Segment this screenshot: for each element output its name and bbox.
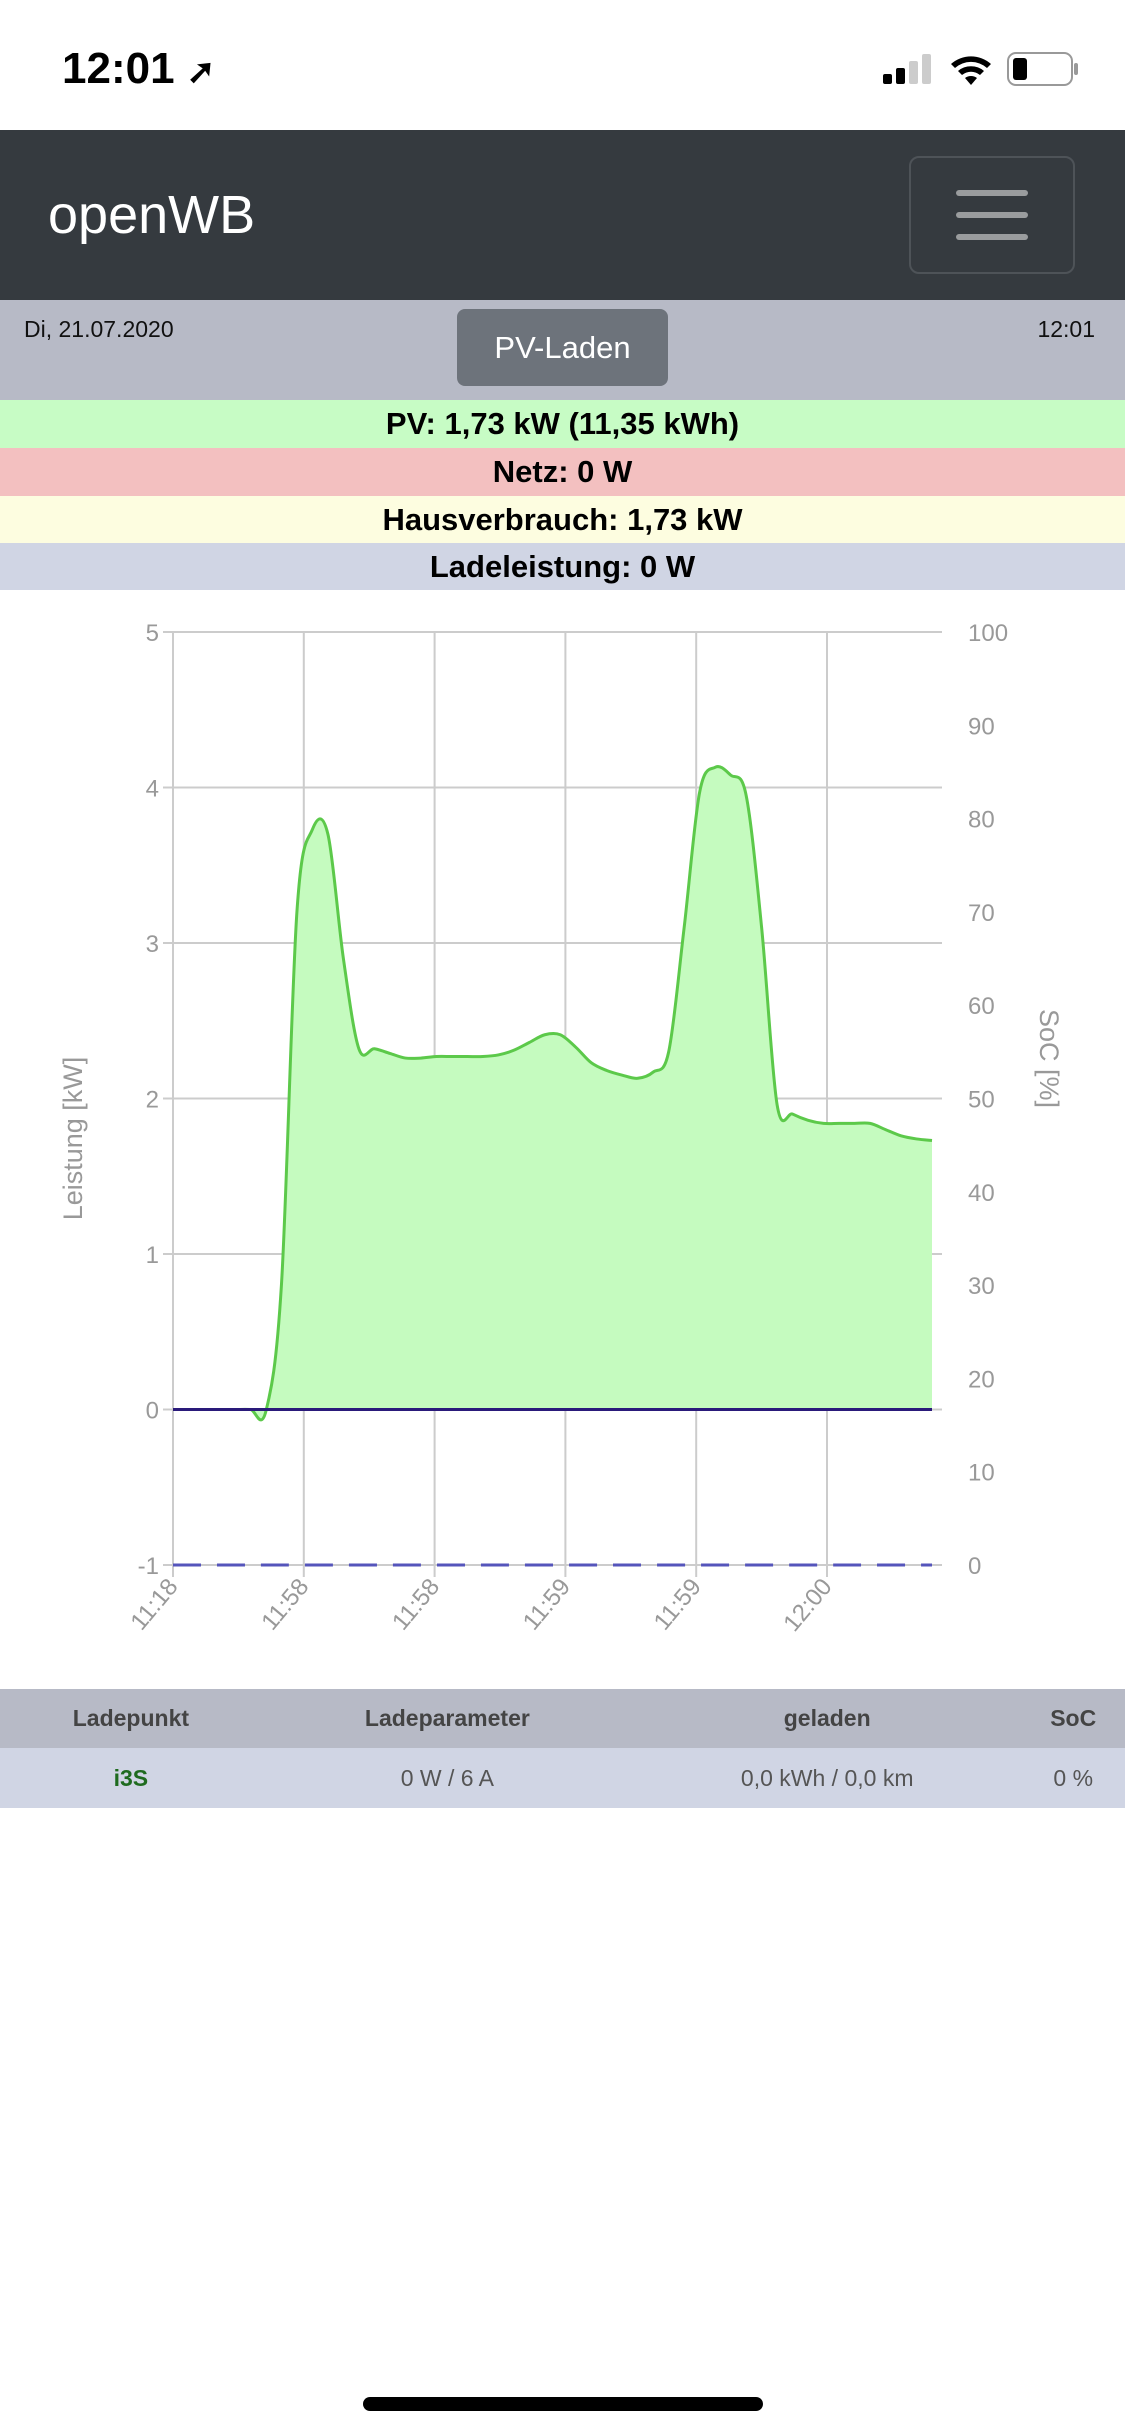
navbar: openWB: [0, 130, 1125, 300]
wifi-icon: [951, 56, 991, 85]
status-time: 12:01 ➚: [62, 44, 216, 93]
status-bar: 12:01 ➚: [0, 0, 1125, 130]
y2-tick-label: 20: [968, 1366, 995, 1393]
y2-tick-label: 30: [968, 1273, 995, 1300]
charge-point-table: Ladepunkt Ladeparameter geladen SoC i3S …: [0, 1689, 1125, 1808]
x-tick-label: 11:59: [649, 1574, 707, 1636]
y2-tick-label: 50: [968, 1087, 995, 1114]
battery-icon: [1007, 52, 1078, 86]
y2-tick-label: 80: [968, 807, 995, 834]
y-axis-label: Leistung [kW]: [58, 1057, 88, 1221]
x-tick-label: 11:58: [387, 1574, 445, 1636]
y-tick-label: 0: [146, 1398, 159, 1425]
hamburger-icon: [956, 190, 1028, 196]
col-soc: SoC: [1021, 1689, 1125, 1748]
y2-tick-label: 70: [968, 900, 995, 927]
y-tick-label: 2: [146, 1087, 159, 1114]
col-ladepunkt: Ladepunkt: [0, 1689, 262, 1748]
y2-tick-label: 10: [968, 1460, 995, 1487]
date-label: Di, 21.07.2020: [24, 316, 174, 342]
y-tick-label: 1: [146, 1242, 159, 1269]
pv-area: [173, 766, 932, 1420]
x-tick-label: 11:59: [518, 1574, 576, 1636]
col-geladen: geladen: [632, 1689, 1022, 1748]
y2-tick-label: 100: [968, 620, 1008, 647]
series-line-0: [173, 765, 933, 1422]
charged-amount: 0,0 kWh / 0,0 km: [632, 1748, 1022, 1808]
y-tick-label: 5: [146, 620, 159, 647]
y2-tick-label: 90: [968, 713, 995, 740]
location-arrow-icon: ➚: [186, 53, 216, 91]
home-indicator[interactable]: [363, 2397, 763, 2411]
charge-power-row: Ladeleistung: 0 W: [0, 543, 1125, 590]
col-ladeparameter: Ladeparameter: [261, 1689, 633, 1748]
signal-icon: [883, 54, 931, 84]
brand-logo[interactable]: openWB: [48, 185, 256, 245]
soc-value: 0 %: [1021, 1748, 1125, 1808]
menu-toggle-button[interactable]: [909, 156, 1075, 274]
y2-tick-label: 0: [968, 1553, 981, 1580]
y-tick-label: 3: [146, 931, 159, 958]
y2-tick-label: 40: [968, 1180, 995, 1207]
house-consumption-row: Hausverbrauch: 1,73 kW: [0, 496, 1125, 544]
charge-mode-button[interactable]: PV-Laden: [457, 309, 668, 386]
grid-row: Netz: 0 W: [0, 448, 1125, 496]
x-tick-label: 11:18: [125, 1574, 183, 1636]
charge-point-name[interactable]: i3S: [0, 1748, 262, 1808]
time-label: 12:01: [1037, 316, 1095, 342]
pv-row: PV: 1,73 kW (11,35 kWh): [0, 400, 1125, 448]
y2-axis-label: SoC [%]: [1034, 1009, 1064, 1108]
y-tick-label: -1: [138, 1553, 159, 1580]
table-row[interactable]: i3S 0 W / 6 A 0,0 kWh / 0,0 km 0 %: [0, 1748, 1125, 1808]
info-bar: Di, 21.07.2020 PV-Laden 12:01: [0, 300, 1125, 400]
x-tick-label: 11:58: [256, 1574, 314, 1636]
y2-tick-label: 60: [968, 993, 995, 1020]
charge-parameters: 0 W / 6 A: [261, 1748, 633, 1808]
x-tick-label: 12:00: [778, 1574, 837, 1637]
y-tick-label: 4: [146, 776, 159, 803]
